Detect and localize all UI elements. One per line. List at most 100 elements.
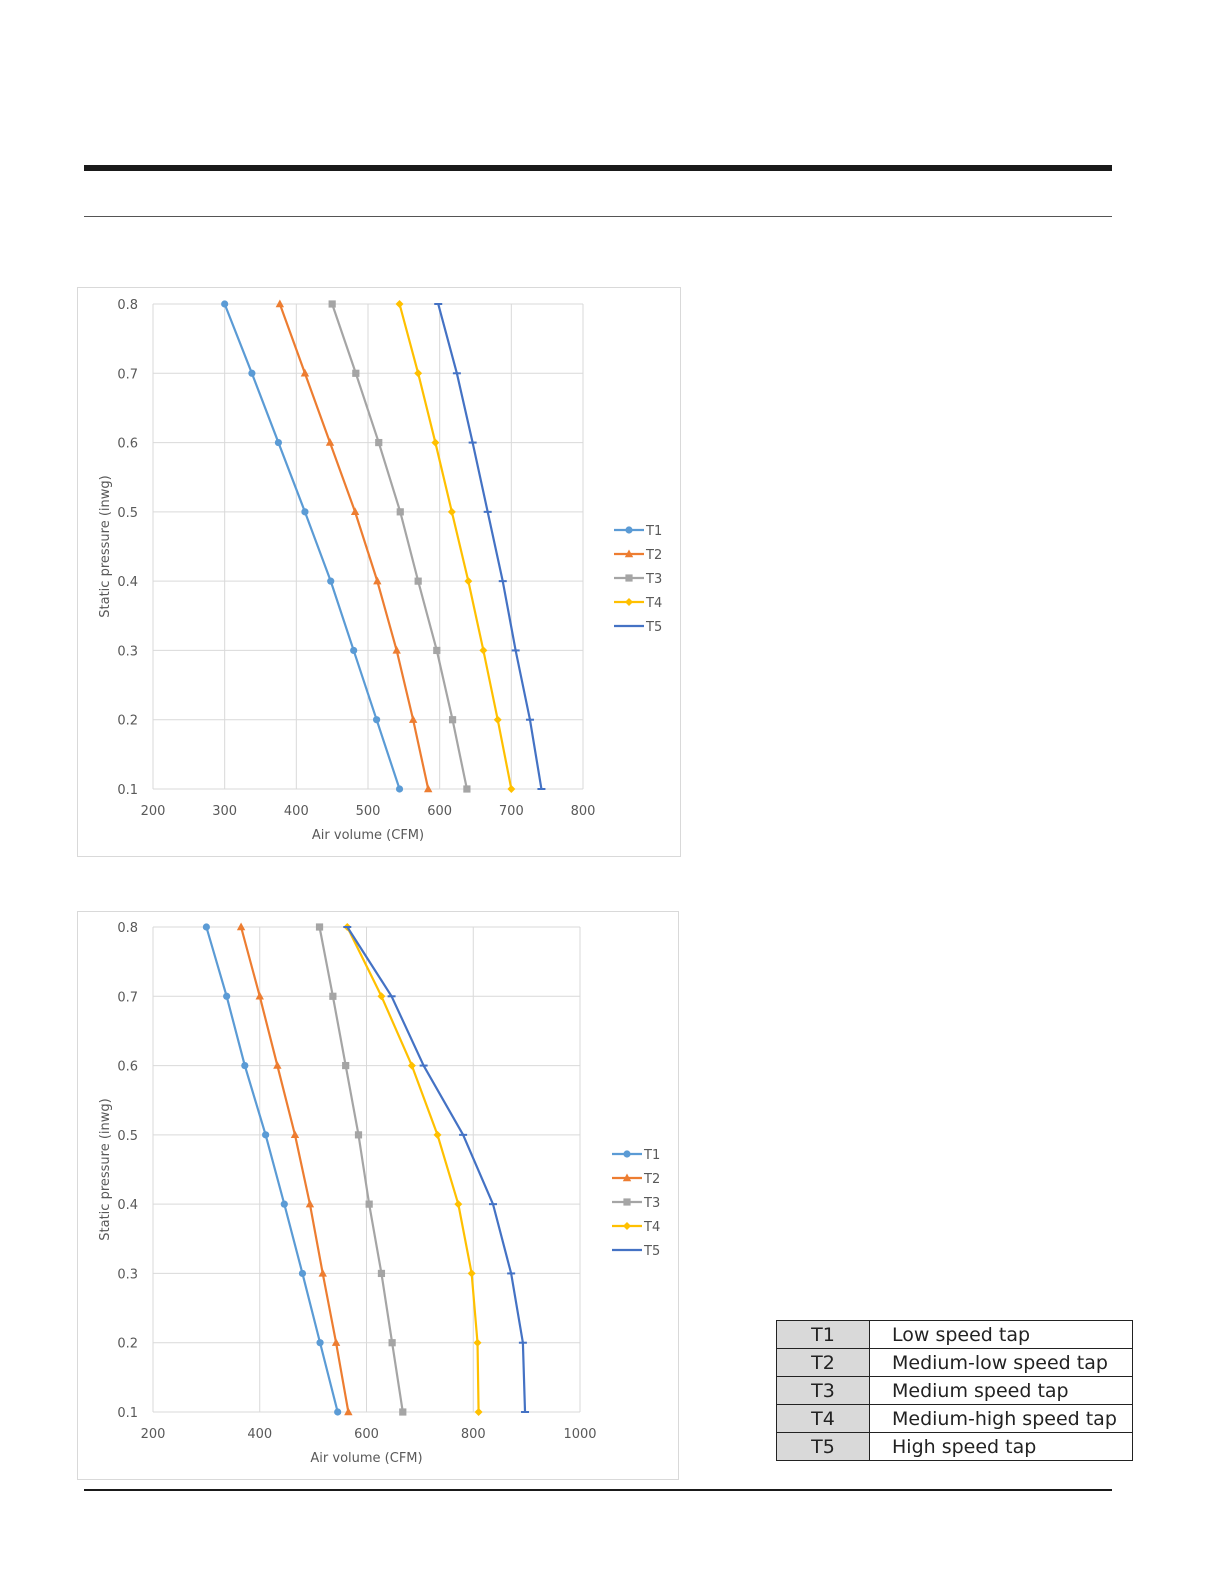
series-line (346, 926, 527, 1413)
x-tick-label: 200 (141, 804, 166, 819)
x-tick-label: 300 (212, 804, 237, 819)
series-t1 (202, 923, 342, 1416)
tap-description: Medium-high speed tap (869, 1404, 1133, 1433)
tap-description: High speed tap (869, 1432, 1133, 1461)
y-tick-label: 0.1 (117, 783, 138, 798)
series-line (223, 303, 401, 790)
data-point (464, 577, 473, 586)
x-axis-label: Air volume (CFM) (310, 1451, 422, 1466)
y-tick-label: 0.8 (117, 298, 138, 313)
y-tick-label: 0.6 (117, 437, 138, 452)
legend-label: T2 (645, 548, 662, 563)
data-point (262, 1131, 270, 1139)
header-rule-thick (84, 165, 1112, 171)
data-point (373, 576, 382, 585)
legend-label: T5 (645, 620, 662, 635)
tap-description: Medium speed tap (869, 1376, 1133, 1405)
data-point (329, 992, 337, 1000)
series-line (205, 926, 339, 1413)
data-point (463, 785, 471, 793)
series-t5 (434, 303, 546, 790)
legend-item: T4 (614, 596, 662, 611)
legend-label: T2 (643, 1172, 660, 1187)
data-point (424, 784, 433, 793)
x-tick-label: 800 (461, 1427, 486, 1442)
series-t2 (236, 922, 353, 1416)
data-point (255, 991, 264, 1000)
series-t3 (315, 923, 407, 1416)
y-tick-label: 0.2 (117, 714, 138, 729)
y-tick-label: 0.7 (117, 367, 138, 382)
data-point (454, 1200, 463, 1209)
data-point (248, 369, 256, 377)
x-tick-label: 800 (571, 804, 596, 819)
x-tick-label: 1000 (563, 1427, 596, 1442)
data-point (414, 577, 422, 585)
tap-code: T3 (776, 1376, 870, 1405)
data-point (236, 922, 246, 931)
series-t1 (221, 300, 404, 793)
legend-label: T4 (643, 1220, 660, 1235)
table-row: T3 Medium speed tap (776, 1376, 1133, 1405)
data-point (316, 1339, 324, 1347)
table-row: T2 Medium-low speed tap (776, 1348, 1133, 1377)
legend-item: T4 (612, 1220, 660, 1235)
data-point (431, 438, 440, 447)
x-tick-label: 700 (499, 804, 524, 819)
data-point (473, 1338, 482, 1347)
data-point (298, 1269, 307, 1278)
legend-marker (625, 598, 633, 606)
data-point (325, 438, 335, 446)
data-point (414, 369, 423, 378)
data-point (493, 715, 502, 724)
data-point (223, 992, 231, 1000)
tap-description: Low speed tap (869, 1320, 1133, 1349)
y-tick-label: 0.3 (117, 1267, 138, 1282)
data-point (315, 923, 324, 931)
data-point (377, 992, 386, 1001)
data-point (221, 300, 229, 308)
legend-item: T2 (612, 1172, 660, 1187)
data-point (273, 1061, 282, 1069)
y-tick-label: 0.8 (117, 921, 138, 936)
series-line (437, 303, 543, 790)
fan-curve-chart-1: 200 300 400 500 600 700 800 0.1 0.2 0.3 0.4 0.5 0.6 0… (77, 287, 681, 857)
y-tick-label: 0.4 (117, 1198, 138, 1213)
data-point (275, 299, 285, 308)
legend-item: T1 (612, 1148, 660, 1163)
y-tick-label: 0.3 (117, 644, 138, 659)
tap-code: T1 (776, 1320, 870, 1349)
data-point (327, 577, 335, 585)
series-line (318, 926, 404, 1413)
legend-label: T4 (645, 596, 662, 611)
legend-item: T1 (614, 524, 662, 539)
x-tick-label: 600 (427, 804, 452, 819)
tap-code: T2 (776, 1348, 870, 1377)
tap-code: T5 (776, 1432, 870, 1461)
series-line (346, 926, 480, 1413)
data-point (375, 438, 383, 447)
chart-2-svg: 200 400 600 800 1000 0.1 0.2 0.3 0.4 0.5 0.6 0.7 0.8… (98, 921, 660, 1466)
data-point (318, 1268, 327, 1277)
x-tick-label: 200 (141, 1427, 166, 1442)
series-line (398, 303, 513, 790)
y-axis-label: Static pressure (inwg) (98, 475, 113, 617)
legend: T1 T2 T3 T4 T5 (614, 524, 662, 635)
y-tick-label: 0.5 (117, 506, 138, 521)
header-rule-thin (84, 216, 1112, 217)
legend-marker (623, 1150, 631, 1158)
data-point (274, 438, 283, 447)
data-point (448, 716, 457, 724)
legend-label: T1 (643, 1148, 660, 1163)
data-point (331, 1338, 341, 1346)
data-point (407, 1061, 416, 1070)
y-tick-label: 0.5 (117, 1129, 138, 1144)
data-point (300, 368, 310, 377)
data-point (373, 716, 381, 724)
legend-marker (624, 549, 634, 558)
data-point (365, 1200, 373, 1208)
data-point (328, 300, 336, 308)
legend-label: T5 (643, 1244, 660, 1259)
series-line (240, 926, 350, 1413)
data-point (507, 785, 516, 793)
